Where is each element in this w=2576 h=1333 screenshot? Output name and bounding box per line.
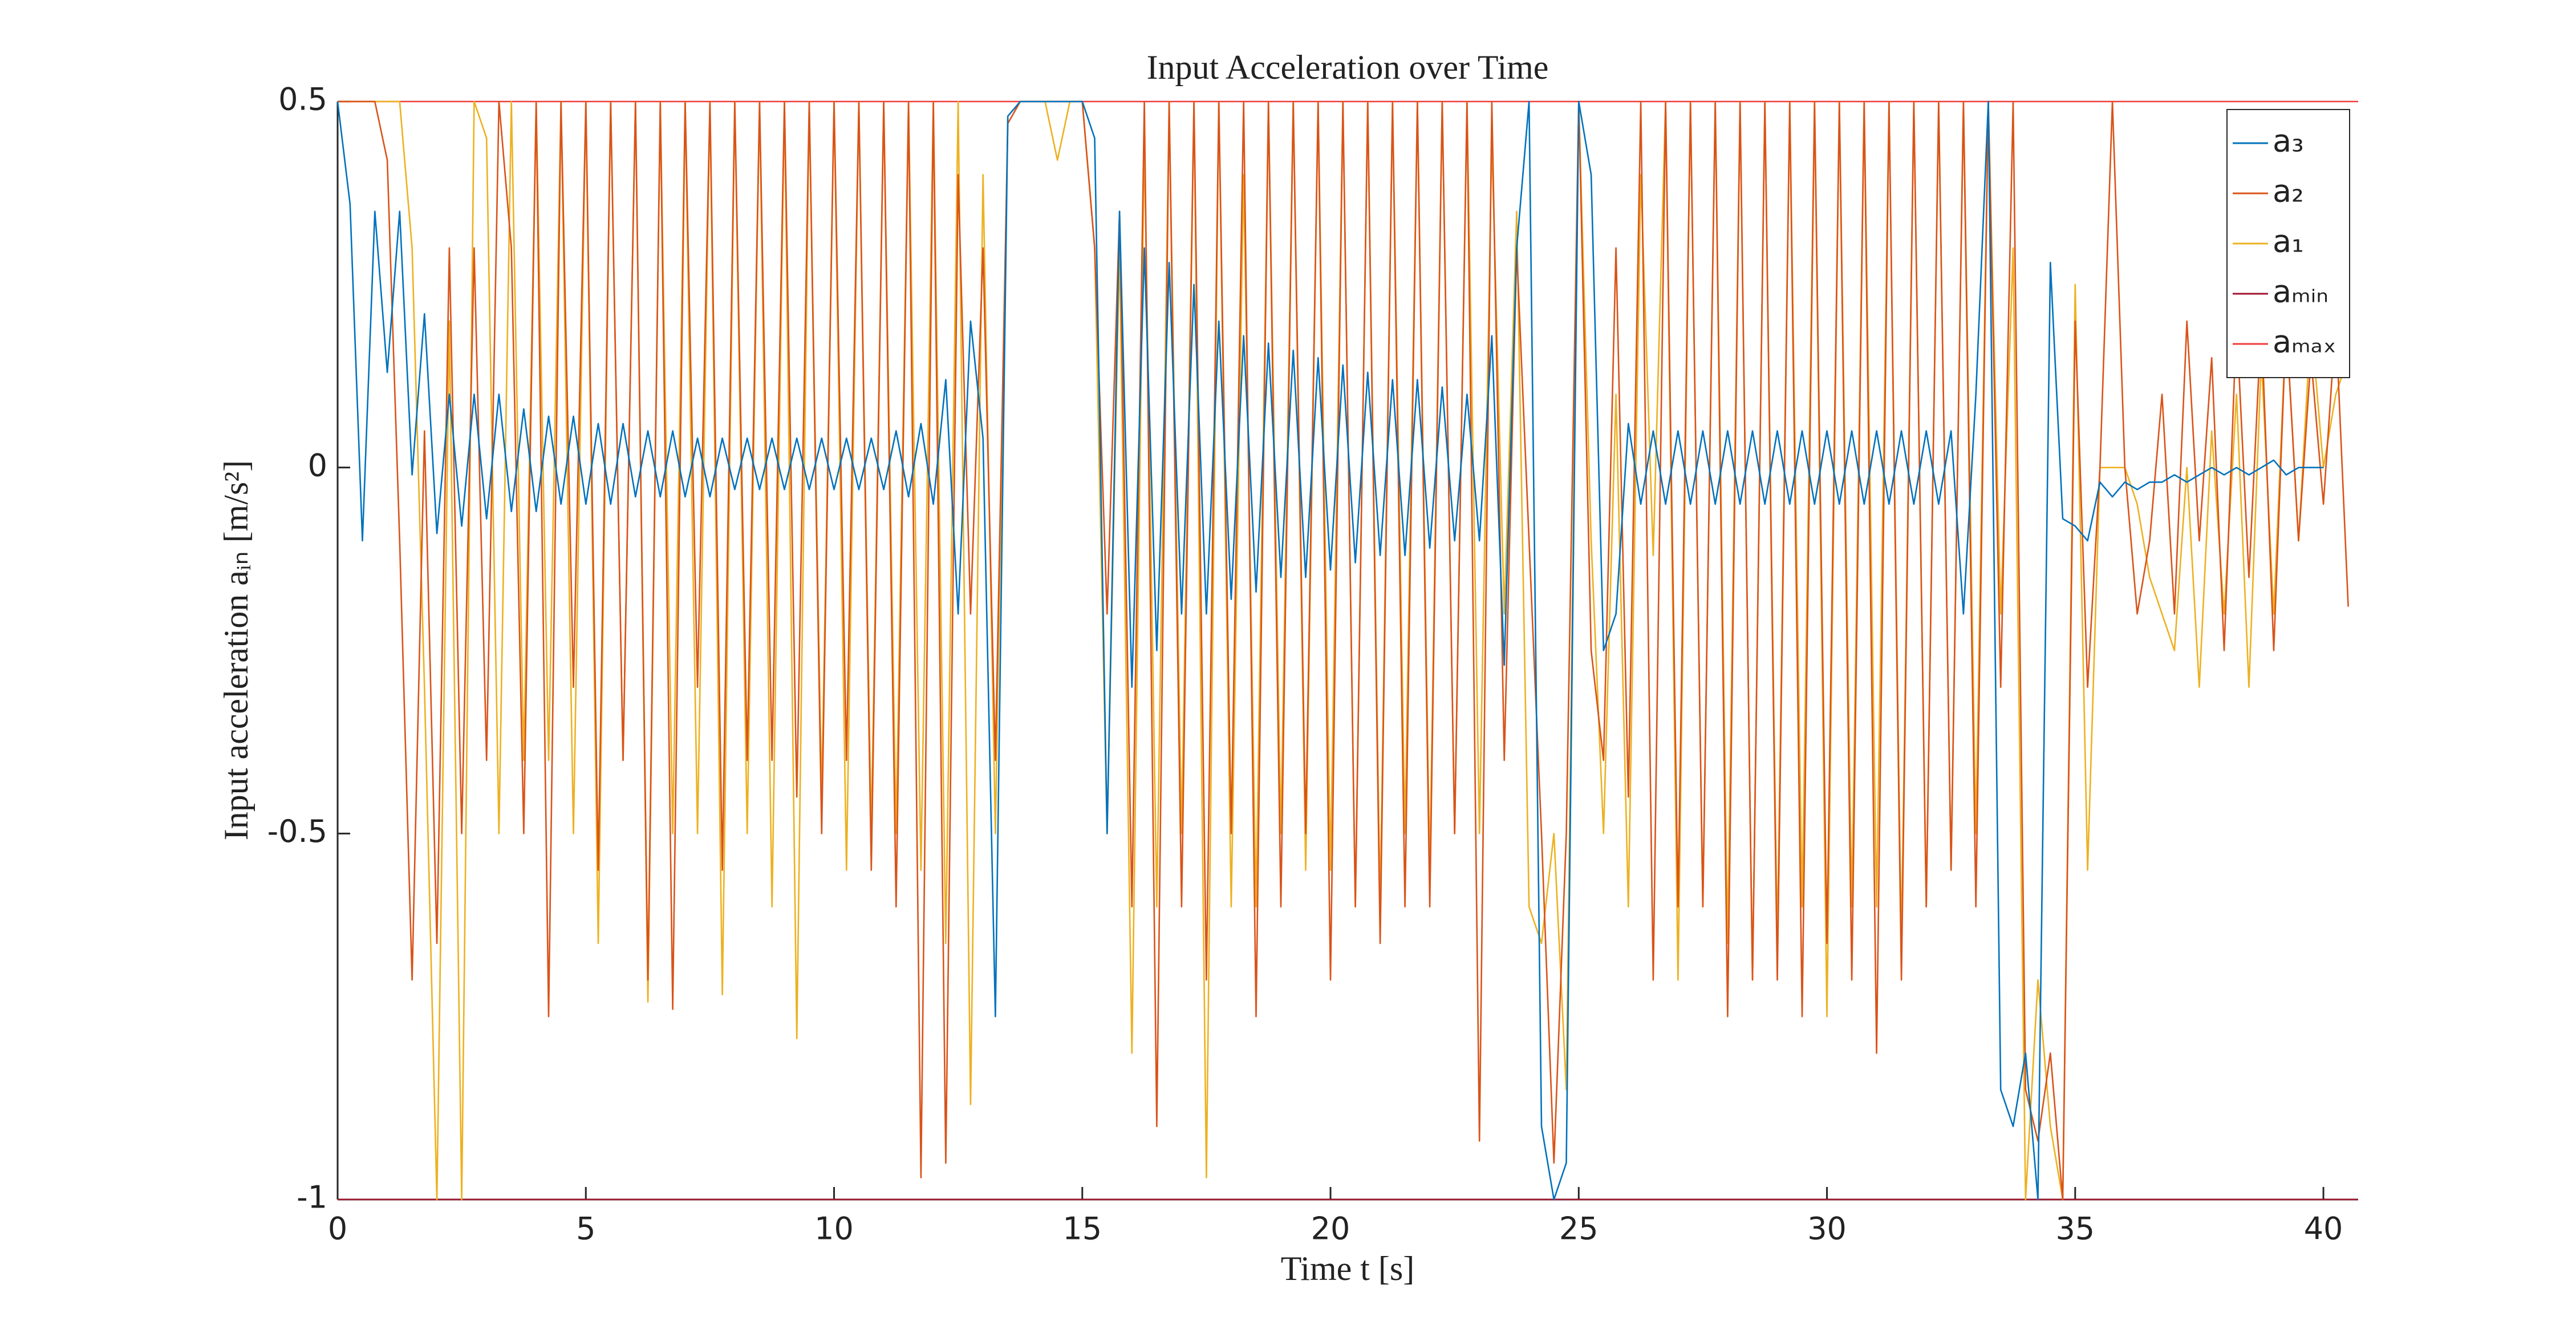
legend: a₃ a₂ a₁ aₘᵢₙ aₘₐₓ [2226,109,2350,378]
series-line [336,100,2324,1201]
y-tick-label: 0.5 [278,82,327,118]
x-tick-label: 10 [814,1211,854,1247]
legend-label: aₘᵢₙ [2273,274,2328,310]
x-axis-label: Time t [s] [1281,1250,1415,1287]
x-tick-label: 20 [1311,1211,1350,1247]
y-tick-label: -1 [297,1180,327,1215]
y-axis-label: Input acceleration aᵢₙ [m/s²] [217,460,255,840]
y-tick-label: 0 [308,447,327,483]
x-tick-label: 0 [328,1211,347,1247]
x-tick-label: 35 [2055,1211,2095,1247]
x-tick-label: 25 [1559,1211,1599,1247]
x-tick-label: 30 [1807,1211,1847,1247]
chart-title: Input Acceleration over Time [1147,48,1549,86]
legend-label: a₃ [2273,123,2304,159]
x-tick-label: 40 [2304,1211,2343,1247]
legend-label: a₂ [2273,173,2304,209]
legend-label: a₁ [2273,224,2304,260]
legend-label: aₘₐₓ [2273,324,2336,360]
series-line [338,100,2349,1201]
x-tick-label: 15 [1062,1211,1102,1247]
x-tick-label: 5 [576,1211,595,1247]
y-tick-label: -0.5 [267,813,327,849]
